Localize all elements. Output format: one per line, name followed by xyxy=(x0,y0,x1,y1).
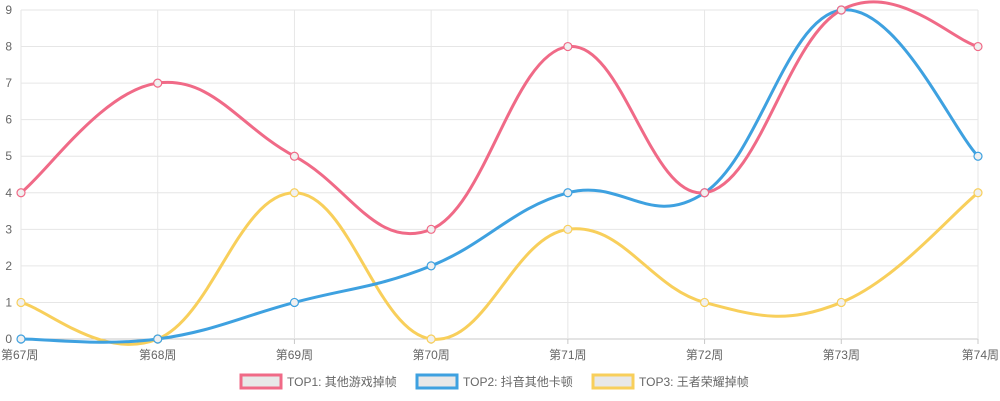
x-tick-label: 第74周 xyxy=(962,348,999,362)
legend-swatch-3 xyxy=(591,373,635,390)
data-point-series-2 xyxy=(563,188,573,198)
data-point-series-1 xyxy=(289,151,300,161)
y-tick-label: 6 xyxy=(5,113,12,127)
y-tick-label: 9 xyxy=(5,3,12,17)
legend-label-1: TOP1: 其他游戏掉帧 xyxy=(287,375,397,389)
y-tick-label: 4 xyxy=(5,186,12,200)
legend-swatch-2 xyxy=(415,373,459,390)
series-line-2 xyxy=(19,8,980,344)
data-point-series-1 xyxy=(699,188,710,198)
y-tick-label: 7 xyxy=(5,76,12,90)
series-points xyxy=(16,5,983,344)
data-point-series-3 xyxy=(16,297,26,308)
legend: TOP1: 其他游戏掉帧 TOP2: 抖音其他卡顿 TOP3: 王者荣耀掉帧 xyxy=(239,373,749,390)
series-lines xyxy=(19,0,980,346)
data-point-series-2 xyxy=(426,261,436,271)
legend-swatch-1 xyxy=(239,373,283,390)
data-point-series-2 xyxy=(153,334,163,344)
data-point-series-3 xyxy=(563,224,573,234)
data-point-series-2 xyxy=(289,297,300,308)
y-tick-label: 8 xyxy=(5,40,12,54)
data-point-series-1 xyxy=(563,41,573,52)
y-tick-label: 5 xyxy=(5,149,12,163)
series-line-1 xyxy=(19,0,980,236)
y-tick-label: 0 xyxy=(5,332,12,346)
data-point-series-1 xyxy=(973,41,983,52)
data-point-series-3 xyxy=(699,297,710,308)
data-point-series-3 xyxy=(289,188,300,198)
data-point-series-1 xyxy=(153,78,163,88)
x-tick-label: 第73周 xyxy=(823,348,860,362)
data-point-series-2 xyxy=(16,334,26,344)
data-point-series-2 xyxy=(973,151,983,161)
x-tick-label: 第68周 xyxy=(139,348,176,362)
data-point-series-3 xyxy=(836,297,846,308)
x-tick-label: 第67周 xyxy=(1,348,38,362)
y-axis: 0 1 2 3 4 5 6 7 8 9 xyxy=(5,3,12,346)
x-tick-label: 第70周 xyxy=(412,348,449,362)
series-line-3 xyxy=(19,191,980,346)
data-point-series-1 xyxy=(836,5,846,15)
data-point-series-3 xyxy=(973,188,983,198)
x-tick-label: 第71周 xyxy=(549,348,586,362)
y-tick-label: 3 xyxy=(5,222,12,236)
data-point-series-3 xyxy=(426,334,436,344)
y-tick-label: 2 xyxy=(5,259,12,273)
y-tick-label: 1 xyxy=(5,295,12,309)
data-point-series-1 xyxy=(16,188,26,198)
x-axis: 第67周 第68周 第69周 第70周 第71周 第72周 第73周 第74周 xyxy=(1,339,999,362)
legend-label-3: TOP3: 王者荣耀掉帧 xyxy=(639,375,749,389)
legend-label-2: TOP2: 抖音其他卡顿 xyxy=(463,374,573,389)
x-tick-label: 第72周 xyxy=(686,348,723,362)
data-point-series-1 xyxy=(426,224,436,234)
x-tick-label: 第69周 xyxy=(276,348,313,362)
grid-lines xyxy=(20,9,979,340)
